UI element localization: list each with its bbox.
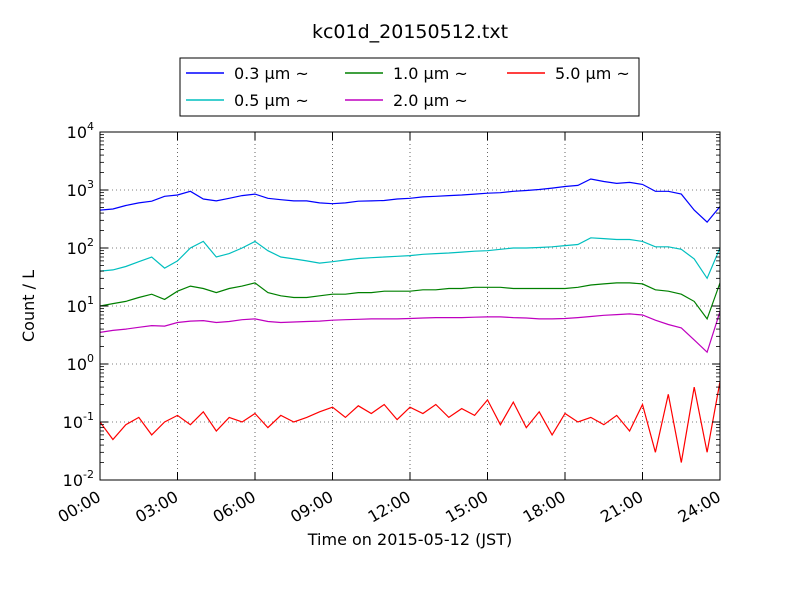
chart-title: kc01d_20150512.txt: [312, 21, 508, 43]
y-tick-label: 10-2: [63, 468, 94, 490]
x-tick-label: 06:00: [210, 487, 259, 527]
legend-label-3: 2.0 µm ~: [393, 91, 468, 110]
legend-box: [179, 57, 640, 117]
x-axis: 00:00 03:00 06:00 09:00 12:00 15:00 18:00 21:00…: [55, 132, 724, 527]
series-line-0: [100, 178, 720, 223]
legend-label-2: 1.0 µm ~: [393, 64, 468, 83]
legend-label-0: 0.3 µm ~: [234, 64, 309, 83]
y-tick-label: 103: [67, 178, 94, 200]
series-line-3: [100, 311, 720, 354]
series-line-4: [100, 381, 720, 463]
x-tick-label: 12:00: [365, 487, 414, 527]
legend-label-4: 5.0 µm ~: [555, 64, 630, 83]
y-tick-label: 102: [67, 236, 94, 258]
x-tick-label: 03:00: [132, 487, 181, 527]
y-tick-label: 100: [67, 352, 94, 374]
x-tick-label: 15:00: [442, 487, 491, 527]
legend-label-1: 0.5 µm ~: [234, 91, 309, 110]
x-tick-label: 21:00: [597, 487, 646, 527]
grid-lines: [100, 132, 720, 480]
x-tick-label: 24:00: [675, 487, 724, 527]
series-line-2: [100, 282, 720, 321]
y-axis-label: Count / L: [19, 270, 38, 342]
legend: 0.3 µm ~ 0.5 µm ~ 1.0 µm ~ 2.0 µm ~ 5.0 µm ~: [179, 57, 640, 117]
y-tick-label: 104: [67, 120, 94, 142]
y-tick-label: 101: [67, 294, 94, 316]
series-lines: [100, 178, 720, 463]
x-tick-label: 00:00: [55, 487, 104, 527]
x-axis-label: Time on 2015-05-12 (JST): [307, 530, 512, 549]
x-tick-label: 18:00: [520, 487, 569, 527]
series-line-1: [100, 237, 720, 280]
x-tick-label: 09:00: [287, 487, 336, 527]
y-axis: 10-2 10-1 100 101 102 103 104: [63, 120, 720, 490]
y-tick-label: 10-1: [63, 410, 94, 432]
